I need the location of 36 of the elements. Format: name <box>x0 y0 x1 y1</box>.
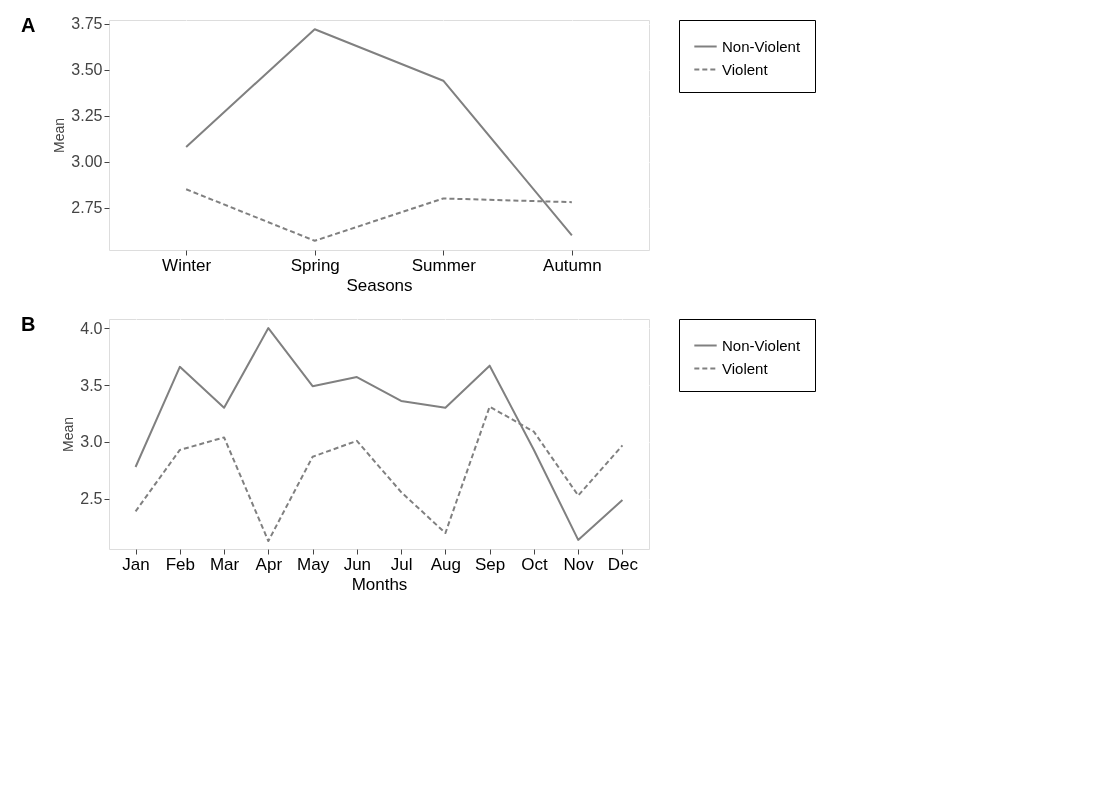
y-tick-label: 2.75 <box>71 199 103 217</box>
x-tick-label: Jun <box>343 554 372 574</box>
x-tick-label: Mar <box>209 554 240 574</box>
x-tick-label: Aug <box>430 554 462 574</box>
y-tick-label: 3.25 <box>71 107 103 125</box>
y-tick-label: 2.5 <box>80 490 103 508</box>
line-series <box>134 327 624 541</box>
x-tick-label: Jan <box>122 554 150 574</box>
legend-label: Violent <box>722 60 769 78</box>
text: A <box>21 14 36 36</box>
y-tick-label: 4.0 <box>80 319 103 337</box>
x-tick-label: Oct <box>521 554 548 574</box>
x-axis-title: Seasons <box>346 275 413 295</box>
legend-label: Non-Violent <box>722 37 801 55</box>
x-axis-title: Months <box>351 574 408 594</box>
x-tick-label: Winter <box>162 255 212 275</box>
x-tick-label: Summer <box>411 255 477 275</box>
y-tick-label: 3.0 <box>80 433 103 451</box>
x-tick-label: May <box>297 554 330 574</box>
y-tick-label: 3.5 <box>80 376 103 394</box>
y-tick-label: 3.00 <box>71 153 103 171</box>
y-axis-title: Mean <box>60 416 77 453</box>
x-tick-label: Dec <box>607 554 639 574</box>
legend-label: Violent <box>722 359 769 377</box>
x-tick-label: Nov <box>563 554 595 574</box>
x-tick-label: Apr <box>255 554 283 574</box>
text: B <box>21 313 36 335</box>
x-tick-label: Jul <box>390 554 413 574</box>
x-tick-label: Spring <box>290 255 340 275</box>
y-tick-label: 3.75 <box>71 15 103 33</box>
x-tick-label: Feb <box>165 554 195 574</box>
y-tick-label: 3.50 <box>71 61 103 79</box>
x-tick-label: Autumn <box>543 255 602 275</box>
x-tick-label: Sep <box>475 554 506 574</box>
legend-label: Non-Violent <box>722 336 801 354</box>
y-axis-title: Mean <box>51 117 68 154</box>
